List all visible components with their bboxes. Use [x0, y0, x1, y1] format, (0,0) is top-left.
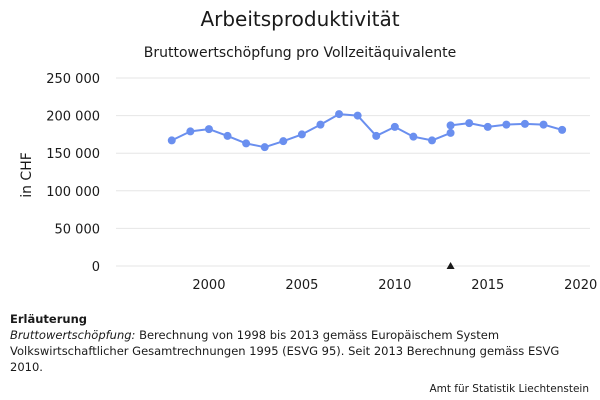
chart-title: Arbeitsproduktivität — [200, 7, 399, 31]
data-point — [372, 131, 381, 140]
y-tick-label: 50 000 — [55, 222, 101, 237]
note-term: Bruttowertschöpfung: — [10, 328, 136, 342]
data-point — [465, 119, 474, 128]
series-group — [167, 110, 567, 152]
y-tick-label: 100 000 — [46, 185, 100, 200]
data-point — [204, 125, 213, 134]
x-tick-labels: 2000 2005 2010 2015 2020 — [192, 278, 597, 293]
x-tick-label: 2010 — [378, 278, 411, 293]
y-tick-label: 200 000 — [46, 110, 100, 125]
data-point — [223, 131, 232, 140]
y-tick-label: 0 — [92, 260, 100, 275]
series-line — [171, 113, 451, 149]
data-point — [260, 143, 269, 152]
chart-subtitle: Bruttowertschöpfung pro Vollzeitäquivale… — [144, 45, 457, 61]
data-point — [353, 111, 362, 120]
data-point — [446, 128, 455, 137]
x-tick-label: 2020 — [564, 278, 597, 293]
y-tick-label: 250 000 — [46, 72, 100, 87]
triangle-marker-icon — [446, 262, 455, 269]
data-point — [409, 132, 418, 141]
data-point — [316, 120, 325, 129]
y-tick-label: 150 000 — [46, 147, 100, 162]
data-point — [186, 127, 195, 136]
data-point — [520, 119, 529, 128]
x-tick-label: 2000 — [192, 278, 225, 293]
note-heading: Erläuterung — [10, 312, 87, 326]
data-point — [446, 121, 455, 130]
data-point — [279, 137, 288, 146]
y-tick-labels: 0 50 000 100 000 150 000 200 000 250 000 — [46, 72, 100, 275]
data-point — [167, 136, 176, 145]
line-chart: Arbeitsproduktivität Bruttowertschöpfung… — [19, 7, 597, 293]
axis-markers — [446, 262, 455, 269]
data-point — [483, 122, 492, 131]
explanation-note: Erläuterung Bruttowertschöpfung: Berechn… — [10, 311, 590, 375]
data-point — [428, 136, 436, 145]
x-tick-label: 2005 — [285, 278, 318, 293]
gridlines — [116, 77, 590, 267]
note-body: Bruttowertschöpfung: Berechnung von 1998… — [10, 327, 590, 375]
y-axis-label: in CHF — [19, 152, 35, 198]
data-point — [558, 125, 567, 134]
data-point — [242, 139, 251, 148]
data-point — [502, 120, 511, 129]
source-credit: Amt für Statistik Liechtenstein — [429, 383, 589, 395]
data-point — [390, 122, 399, 131]
data-point — [335, 110, 344, 119]
data-point — [539, 120, 548, 129]
data-point — [297, 130, 306, 139]
note-text: Berechnung von 1998 bis 2013 gemäss Euro… — [10, 328, 560, 374]
x-tick-label: 2015 — [471, 278, 504, 293]
